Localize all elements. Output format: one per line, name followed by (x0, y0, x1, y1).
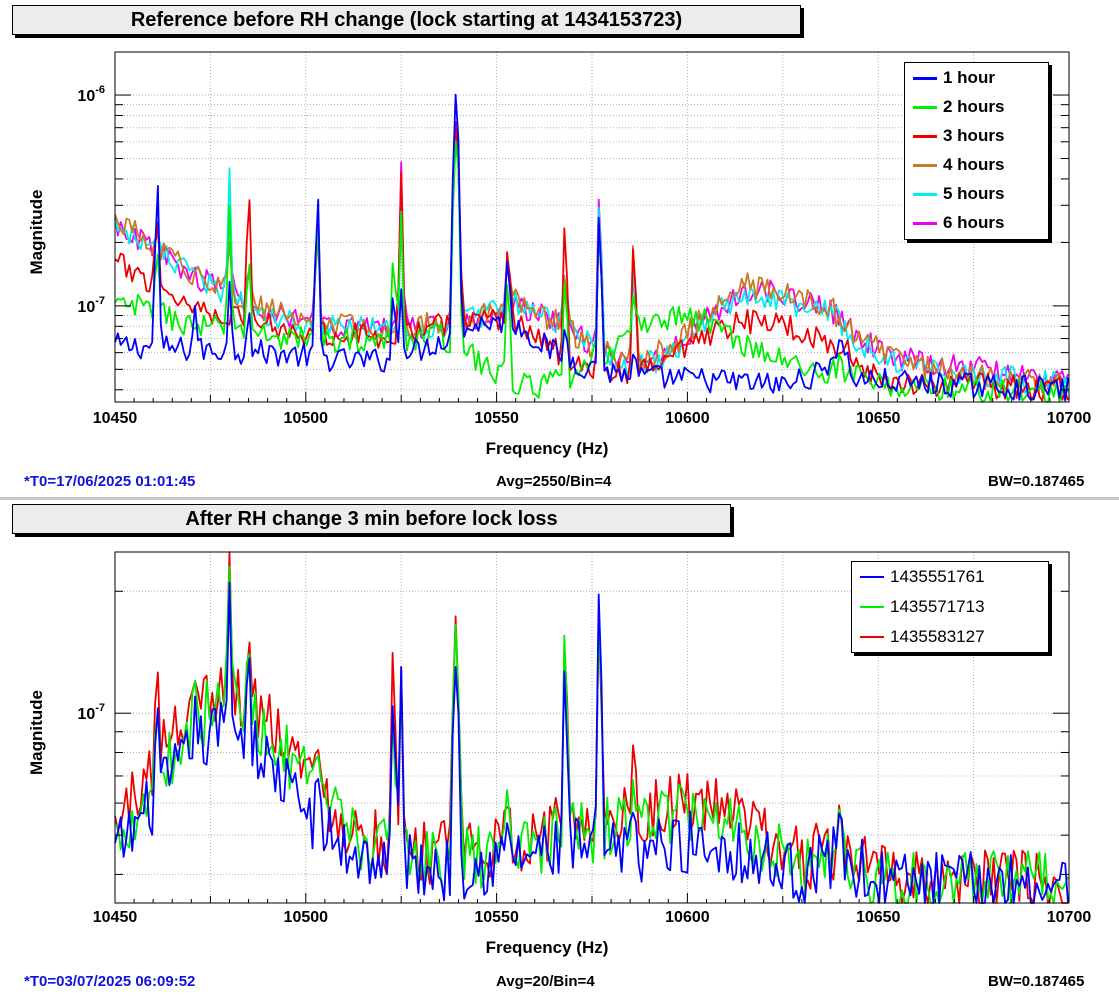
legend-swatch (913, 222, 937, 225)
x-axis-label: Frequency (Hz) (486, 938, 609, 957)
x-tick-label: 10600 (665, 410, 710, 427)
x-tick-label: 10450 (93, 410, 138, 427)
legend-swatch (913, 193, 937, 196)
x-axis: 10450 10500 10550 10600 10650 10700 (93, 392, 1092, 427)
y-axis-label: Magnitude (27, 690, 46, 775)
y-tick-label: 10-7 (77, 702, 105, 723)
legend-item: 1435583127 (852, 623, 1048, 652)
legend-label: 1435551761 (890, 567, 985, 586)
x-tick-label: 10700 (1047, 410, 1092, 427)
legend: 1 hour 2 hours 3 hours 4 hours 5 hours 6… (904, 62, 1049, 240)
x-tick-label: 10700 (1047, 909, 1092, 926)
legend-label: 3 hours (943, 126, 1005, 145)
x-tick-label: 10500 (284, 909, 329, 926)
x-tick-label: 10550 (474, 909, 519, 926)
pad-separator (0, 497, 1119, 500)
x-tick-label: 10650 (856, 909, 901, 926)
legend-item: 3 hours (905, 122, 1048, 151)
avg-bin-label: Avg=2550/Bin=4 (496, 473, 612, 490)
legend-label: 1 hour (943, 68, 995, 87)
legend-item: 4 hours (905, 151, 1048, 180)
chart-title-text: Reference before RH change (lock startin… (130, 9, 683, 31)
legend-label: 4 hours (943, 155, 1005, 174)
legend-swatch (913, 164, 937, 167)
y-axis: 10-7 (77, 590, 1069, 875)
x-axis-label: Frequency (Hz) (486, 439, 609, 458)
legend-label: 2 hours (943, 97, 1005, 116)
y-axis: 10-7 10-6 (77, 84, 1069, 391)
series-group (114, 93, 1069, 403)
t0-timestamp: *T0=17/06/2025 01:01:45 (24, 473, 196, 490)
x-tick-label: 10600 (665, 909, 710, 926)
legend-label: 1435571713 (890, 597, 985, 616)
legend-item: 1435571713 (852, 593, 1048, 622)
bandwidth-label: BW=0.187465 (988, 473, 1085, 490)
legend-swatch (860, 606, 884, 608)
legend-item: 2 hours (905, 93, 1048, 122)
legend: 1435551761 1435571713 1435583127 (851, 561, 1049, 653)
t0-timestamp: *T0=03/07/2025 06:09:52 (24, 973, 196, 990)
x-tick-label: 10650 (856, 410, 901, 427)
bottom-plot: 10450 10500 10550 10600 10650 10700 10-7 Freque… (27, 551, 1092, 957)
legend-item: 6 hours (905, 209, 1048, 238)
y-tick-label: 10-6 (77, 84, 105, 105)
legend-item: 1 hour (905, 64, 1048, 93)
x-tick-label: 10450 (93, 909, 138, 926)
legend-swatch (913, 135, 937, 138)
chart-title-text: After RH change 3 min before lock loss (185, 508, 558, 530)
series-line (114, 121, 1069, 402)
series-line (114, 136, 1069, 394)
x-axis: 10450 10500 10550 10600 10650 10700 (93, 893, 1092, 926)
series-line (114, 93, 1069, 402)
chart-title: Reference before RH change (lock startin… (12, 5, 801, 35)
x-tick-label: 10500 (284, 410, 329, 427)
series-line (114, 565, 1069, 904)
bandwidth-label: BW=0.187465 (988, 973, 1085, 990)
legend-label: 1435583127 (890, 627, 985, 646)
legend-label: 5 hours (943, 184, 1005, 203)
legend-item: 1435551761 (852, 563, 1048, 592)
x-tick-label: 10550 (474, 410, 519, 427)
legend-swatch (913, 106, 937, 109)
avg-bin-label: Avg=20/Bin=4 (496, 973, 595, 990)
series-line (114, 581, 1069, 904)
legend-swatch (860, 636, 884, 638)
y-axis-label: Magnitude (27, 190, 46, 275)
chart-title: After RH change 3 min before lock loss (12, 504, 731, 534)
y-tick-label: 10-7 (77, 295, 105, 316)
top-pad: 10450 10500 10550 10600 10650 10700 10-7 10-6 Fr… (0, 0, 1119, 497)
legend-item: 5 hours (905, 180, 1048, 209)
series-line (114, 140, 1069, 403)
series-group (114, 551, 1069, 904)
bottom-pad: 10450 10500 10550 10600 10650 10700 10-7 Freque… (0, 500, 1119, 997)
top-plot: 10450 10500 10550 10600 10650 10700 10-7 10-6 Fr… (27, 51, 1092, 458)
legend-swatch (860, 576, 884, 578)
legend-label: 6 hours (943, 213, 1005, 232)
legend-swatch (913, 77, 937, 80)
